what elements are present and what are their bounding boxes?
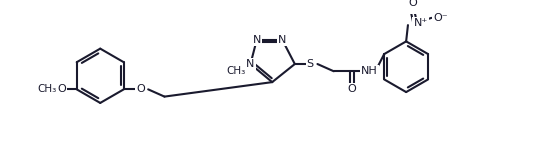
Text: N⁺: N⁺ [414,18,428,28]
Text: CH₃: CH₃ [37,84,56,94]
Text: N: N [278,35,287,45]
Text: O: O [57,84,66,94]
Text: CH₃: CH₃ [226,66,246,76]
Text: O: O [347,84,356,94]
Text: N: N [246,59,255,69]
Text: S: S [307,59,314,69]
Text: NH: NH [361,66,378,76]
Text: O: O [408,0,417,8]
Text: N: N [253,35,261,45]
Text: O⁻: O⁻ [433,13,448,23]
Text: O: O [136,84,145,94]
